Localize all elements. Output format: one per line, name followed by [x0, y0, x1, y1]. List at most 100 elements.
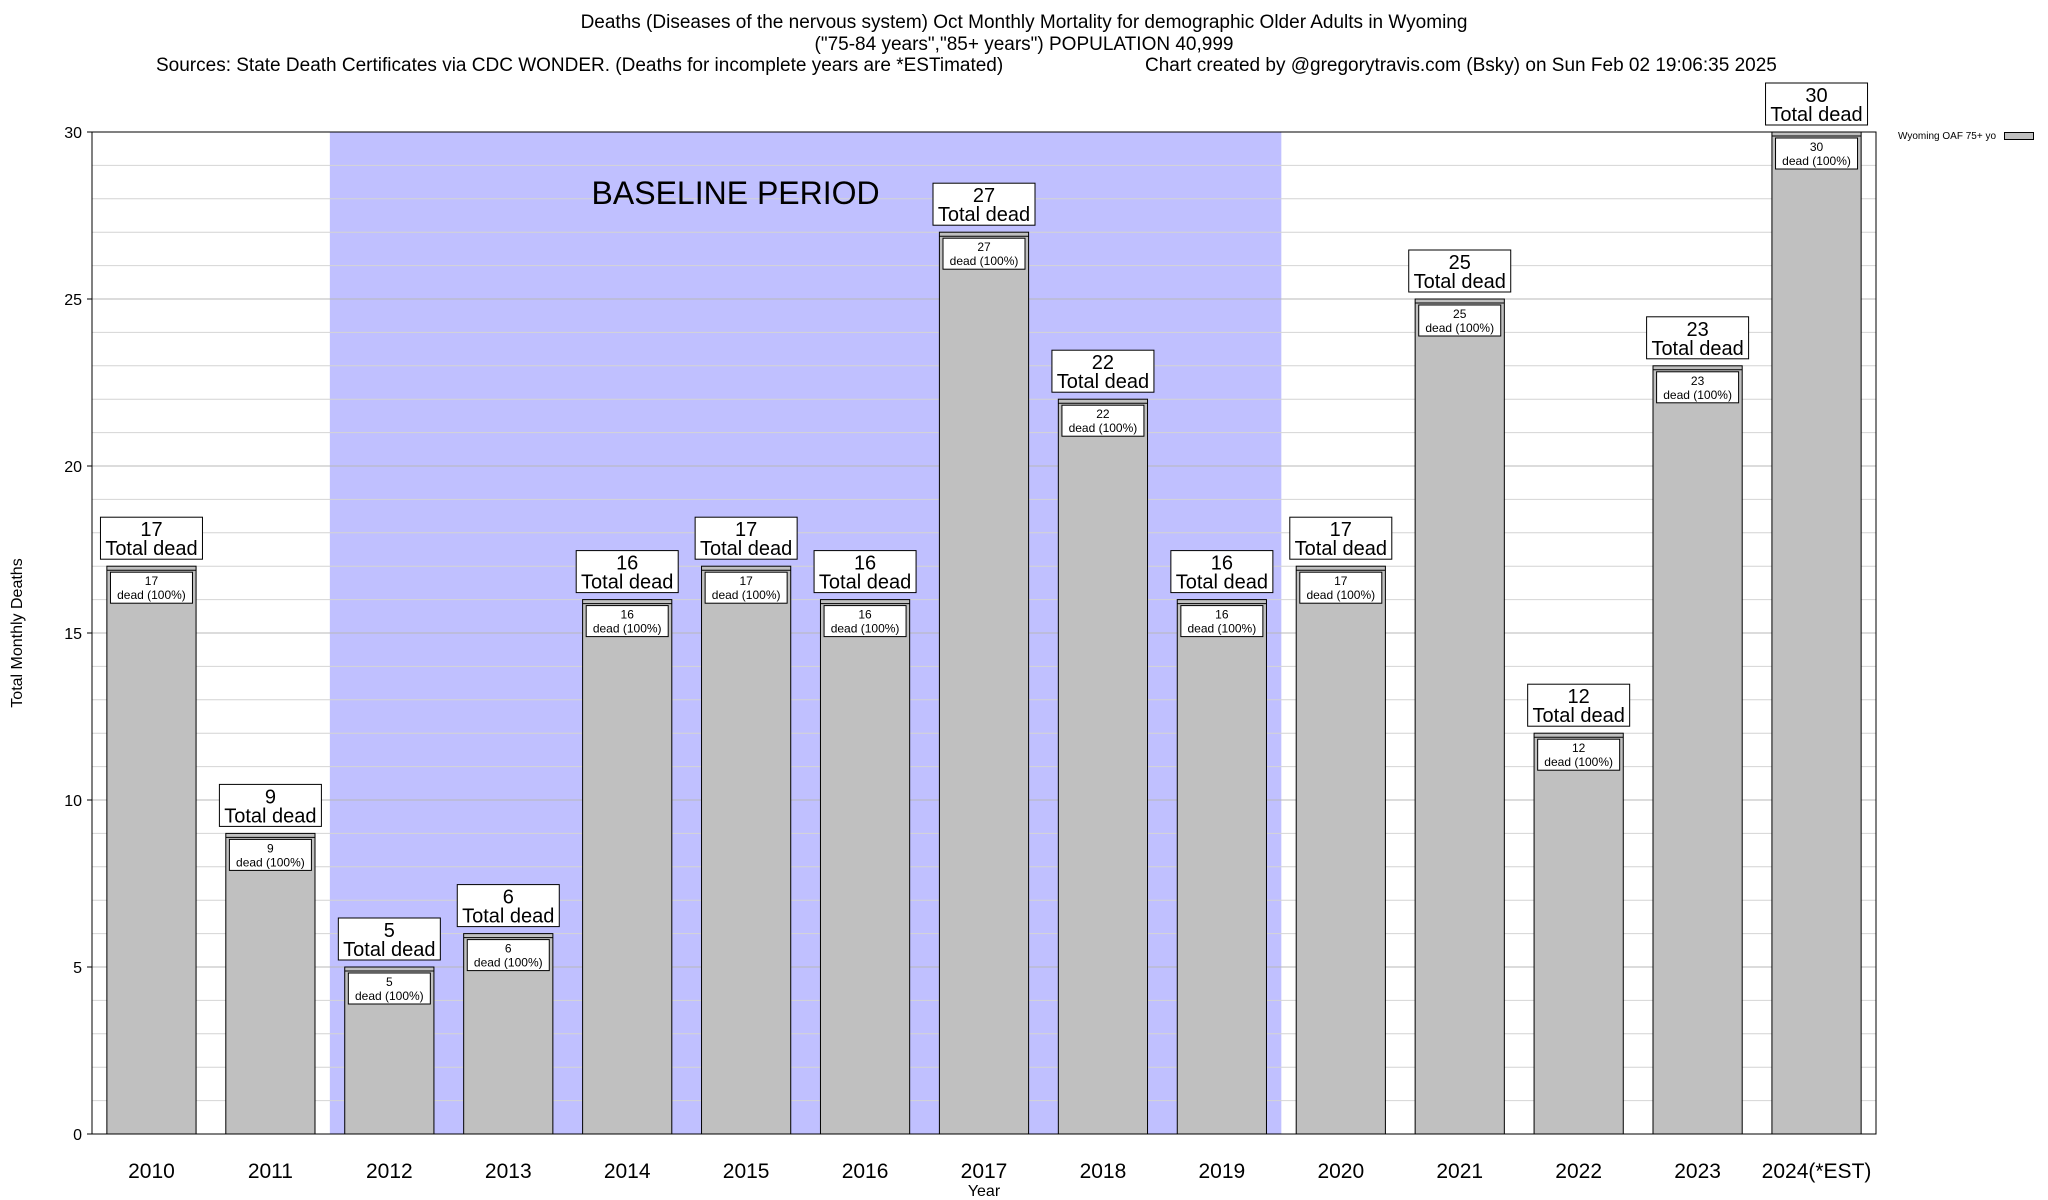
top-label-box [932, 182, 1036, 226]
inner-label-value: 5 [386, 975, 393, 989]
top-label-box [575, 550, 679, 594]
chart-title: Deaths (Diseases of the nervous system) … [580, 12, 1468, 33]
top-label-value: 17 [140, 519, 162, 541]
inner-label-pct: dead (100%) [1544, 755, 1613, 769]
inner-label-value: 17 [1334, 574, 1348, 588]
inner-label-box [109, 571, 193, 604]
top-label-box [1765, 82, 1869, 126]
x-tick-label: 2019 [1199, 1160, 1246, 1183]
x-tick-label: 2010 [128, 1160, 175, 1183]
top-label-text: Total dead [1651, 338, 1743, 360]
top-label-text: Total dead [1414, 271, 1506, 293]
top-label-text: Total dead [1176, 572, 1268, 594]
inner-label-value: 6 [505, 942, 512, 956]
x-axis-label: Year [968, 1183, 1001, 1200]
inner-label-value: 16 [858, 608, 872, 622]
inner-label-value: 30 [1810, 140, 1824, 154]
inner-label-pct: dead (100%) [474, 956, 543, 970]
top-label-value: 27 [973, 185, 995, 207]
top-label-text: Total dead [224, 805, 316, 827]
top-label-text: Total dead [343, 939, 435, 961]
inner-label-box [1299, 571, 1383, 604]
top-label-box [813, 550, 917, 594]
top-label-value: 22 [1092, 352, 1114, 374]
top-label-value: 17 [735, 519, 757, 541]
inner-label-pct: dead (100%) [1069, 421, 1138, 435]
inner-label-pct: dead (100%) [1782, 154, 1851, 168]
y-tick-label: 0 [73, 1127, 82, 1144]
top-label-value: 5 [384, 920, 395, 942]
top-label-box [1527, 683, 1631, 727]
top-label-text: Total dead [938, 204, 1030, 226]
inner-label-value: 12 [1572, 741, 1586, 755]
inner-label-pct: dead (100%) [1188, 622, 1257, 636]
inner-label-box [585, 605, 669, 638]
bar [1414, 298, 1505, 1135]
top-label-text: Total dead [1295, 538, 1387, 560]
top-label-value: 12 [1568, 686, 1590, 708]
inner-label-pct: dead (100%) [236, 855, 305, 869]
bar [106, 565, 197, 1135]
x-tick-label: 2013 [485, 1160, 532, 1183]
top-label-value: 17 [1330, 519, 1352, 541]
top-label-box [1051, 349, 1155, 393]
top-label-value: 16 [1211, 553, 1233, 575]
top-label-text: Total dead [700, 538, 792, 560]
inner-label-value: 23 [1691, 374, 1705, 388]
top-label-value: 6 [503, 887, 514, 909]
legend-label: Wyoming OAF 75+ yo [1898, 131, 1997, 142]
inner-label-value: 16 [1215, 608, 1229, 622]
inner-label-box [1656, 371, 1740, 404]
inner-label-box [347, 972, 431, 1005]
top-label-box [1170, 550, 1274, 594]
inner-label-pct: dead (100%) [831, 622, 900, 636]
inner-label-pct: dead (100%) [117, 588, 186, 602]
top-label-box [456, 884, 560, 928]
bar [938, 231, 1030, 1135]
bar [1652, 365, 1743, 1135]
inner-label-box [1537, 738, 1621, 771]
top-label-text: Total dead [105, 538, 197, 560]
inner-label-box [942, 237, 1026, 270]
bar [582, 599, 673, 1135]
x-tick-label: 2018 [1080, 1160, 1127, 1183]
inner-label-box [1775, 137, 1859, 170]
bar [225, 832, 316, 1135]
inner-label-value: 9 [267, 841, 274, 855]
inner-label-box [466, 939, 550, 972]
y-tick-label: 30 [64, 125, 82, 142]
inner-label-pct: dead (100%) [1306, 588, 1375, 602]
legend-swatch [2004, 132, 2035, 141]
inner-label-pct: dead (100%) [1663, 388, 1732, 402]
inner-label-value: 25 [1453, 307, 1467, 321]
y-axis-label: Total Monthly Deaths [9, 558, 26, 707]
chart-credit: Chart created by @gregorytravis.com (Bsk… [1145, 55, 1777, 76]
x-tick-label: 2011 [248, 1160, 293, 1183]
top-label-text: Total dead [581, 572, 673, 594]
x-tick-label: 2014 [604, 1160, 651, 1183]
top-label-value: 23 [1686, 319, 1708, 341]
x-tick-label: 2016 [842, 1160, 889, 1183]
top-label-value: 25 [1449, 252, 1471, 274]
y-tick-label: 15 [64, 626, 82, 643]
inner-label-pct: dead (100%) [1425, 321, 1494, 335]
top-label-value: 16 [854, 553, 876, 575]
top-label-text: Total dead [819, 572, 911, 594]
inner-label-box [1180, 605, 1264, 638]
inner-label-box [823, 605, 907, 638]
y-tick-label: 20 [64, 459, 82, 476]
top-label-text: Total dead [1533, 705, 1625, 727]
bar [1295, 565, 1386, 1135]
top-label-text: Total dead [1770, 104, 1862, 126]
top-label-value: 16 [616, 553, 638, 575]
inner-label-pct: dead (100%) [712, 588, 781, 602]
top-label-box [694, 516, 798, 560]
x-tick-label: 2024(*EST) [1762, 1160, 1872, 1183]
inner-label-value: 27 [977, 240, 991, 254]
top-label-text: Total dead [462, 906, 554, 928]
inner-label-box [1418, 304, 1502, 337]
inner-label-pct: dead (100%) [593, 622, 662, 636]
top-label-box [218, 783, 322, 827]
bar [1057, 398, 1149, 1135]
